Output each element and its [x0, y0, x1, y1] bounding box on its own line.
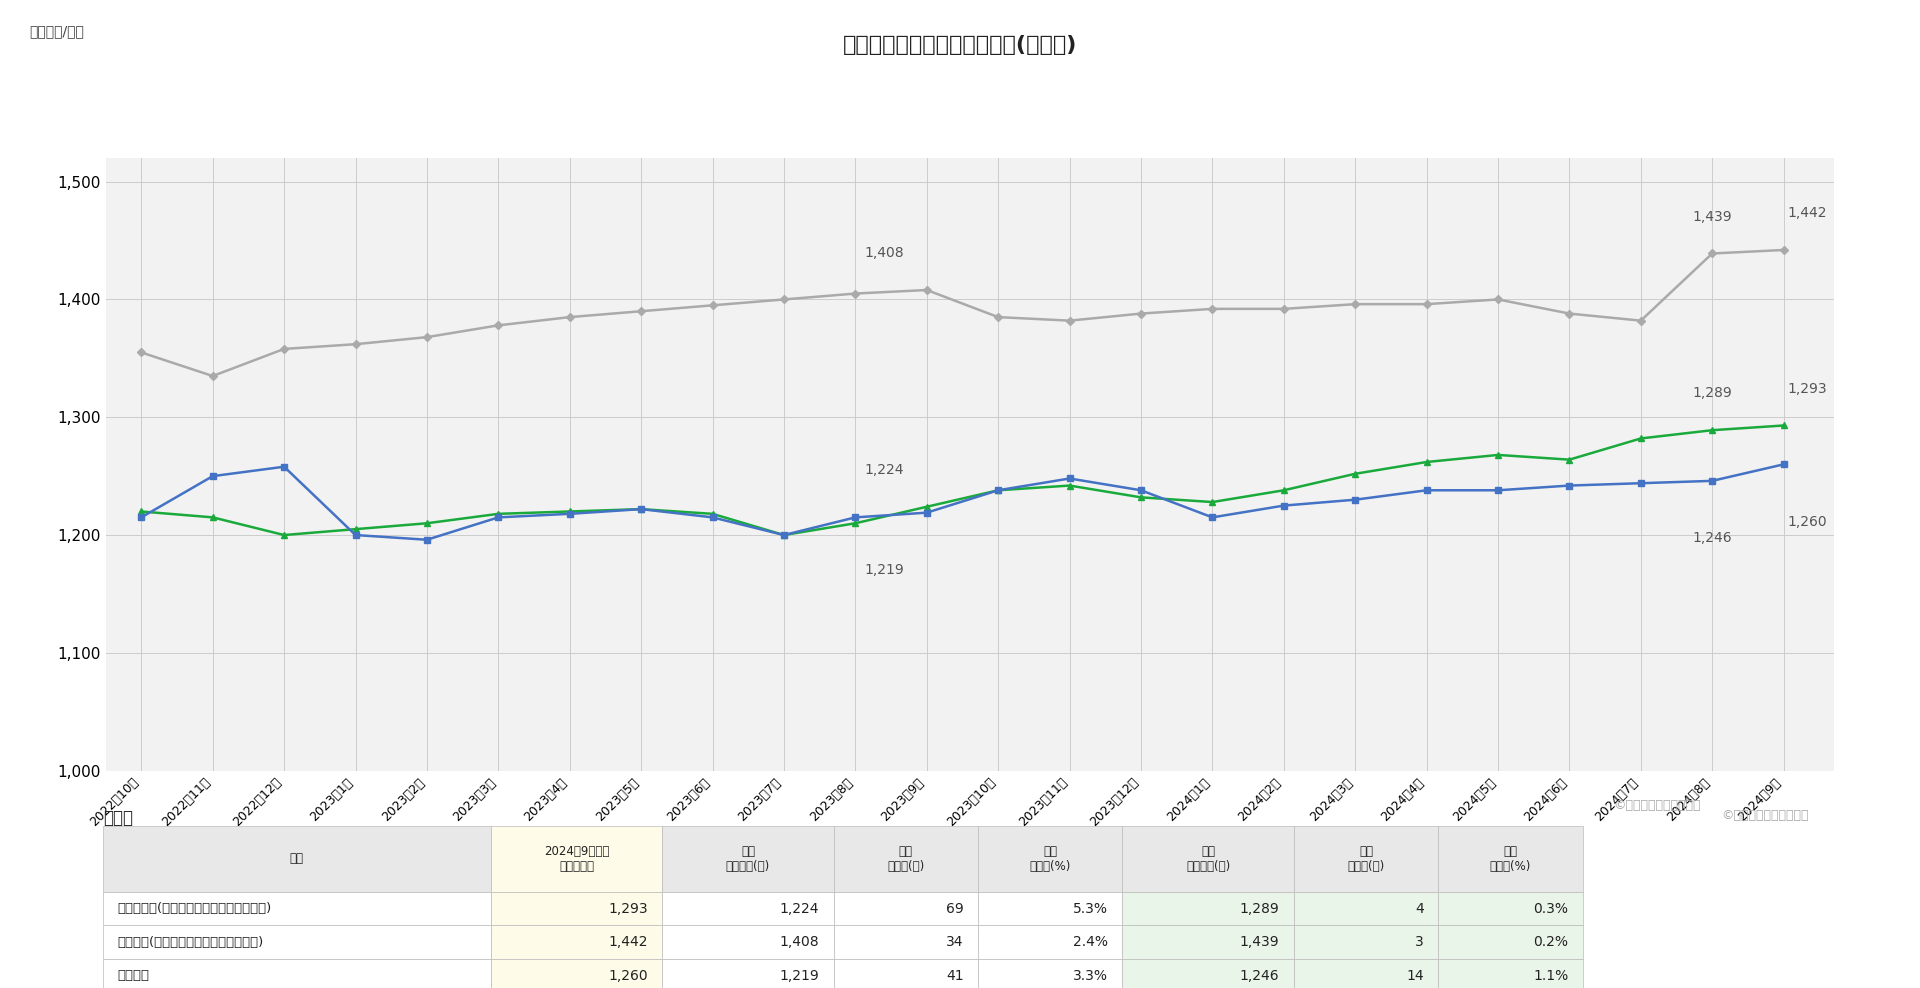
Text: 1,408: 1,408 [780, 936, 820, 949]
Bar [492, 826, 662, 891]
Bar [492, 926, 662, 959]
Bar [977, 926, 1123, 959]
Text: 34: 34 [947, 936, 964, 949]
Text: 2.4%: 2.4% [1073, 936, 1108, 949]
Text: 1,246: 1,246 [1692, 532, 1732, 545]
Text: 0.3%: 0.3% [1534, 901, 1569, 916]
Text: 物流作業: 物流作業 [117, 969, 150, 982]
Text: ドライバー(中型・大型・バス・タクシー): ドライバー(中型・大型・バス・タクシー) [117, 902, 271, 915]
Bar [977, 826, 1123, 891]
Text: 1,289: 1,289 [1692, 386, 1732, 400]
Text: 1,246: 1,246 [1240, 969, 1279, 983]
Bar [1123, 891, 1294, 926]
Text: 構内作業(フォークリフト等オペレータ): 構内作業(フォークリフト等オペレータ) [117, 936, 263, 948]
Text: 1,439: 1,439 [1240, 936, 1279, 949]
Bar [833, 926, 977, 959]
Text: 41: 41 [947, 969, 964, 983]
Bar [662, 926, 833, 959]
Text: 3: 3 [1415, 936, 1425, 949]
Bar [1294, 926, 1438, 959]
Bar [662, 959, 833, 988]
Bar [1294, 826, 1438, 891]
Bar [833, 959, 977, 988]
Bar [977, 959, 1123, 988]
Bar [1438, 891, 1582, 926]
Bar [492, 959, 662, 988]
Text: 1,439: 1,439 [1692, 209, 1732, 223]
Text: アルバイト・パート平均時給(首都圈): アルバイト・パート平均時給(首都圈) [843, 35, 1077, 54]
Text: 1,260: 1,260 [609, 969, 647, 983]
Text: 1.1%: 1.1% [1532, 969, 1569, 983]
Bar [1294, 891, 1438, 926]
Text: 首都圈: 首都圈 [104, 808, 132, 827]
Text: 単位：円/時間: 単位：円/時間 [29, 25, 84, 39]
Text: ©船井総研ロジ株式会社: ©船井総研ロジ株式会社 [1720, 808, 1809, 822]
Text: 1,293: 1,293 [609, 901, 647, 916]
Bar [1438, 926, 1582, 959]
Bar [1294, 959, 1438, 988]
Bar [1123, 826, 1294, 891]
Bar [662, 826, 833, 891]
Text: 1,219: 1,219 [780, 969, 820, 983]
Bar [104, 959, 492, 988]
Text: 1,224: 1,224 [864, 462, 904, 477]
Bar [1123, 959, 1294, 988]
Text: 1,219: 1,219 [864, 563, 904, 577]
Bar [1438, 959, 1582, 988]
Bar [104, 826, 492, 891]
Bar [1438, 826, 1582, 891]
Bar [104, 891, 492, 926]
Text: 職種: 職種 [290, 853, 303, 865]
Text: 1,408: 1,408 [864, 246, 904, 260]
Bar [662, 891, 833, 926]
Text: 1,442: 1,442 [1788, 206, 1826, 220]
Text: 前年
平均時給(円): 前年 平均時給(円) [726, 845, 770, 872]
Text: ©船井総研ロジ株式会社: ©船井総研ロジ株式会社 [1613, 798, 1701, 812]
Text: 0.2%: 0.2% [1534, 936, 1569, 949]
Bar [833, 891, 977, 926]
Text: 14: 14 [1405, 969, 1425, 983]
Bar [104, 926, 492, 959]
Bar [1123, 926, 1294, 959]
Text: 4: 4 [1415, 901, 1425, 916]
Text: 1,442: 1,442 [609, 936, 647, 949]
Text: 1,289: 1,289 [1240, 901, 1279, 916]
Text: 前月
増減額(円): 前月 増減額(円) [1348, 845, 1384, 872]
Bar [977, 891, 1123, 926]
Legend: ドライバー（中型・大型・バス・タクシー）, 構内作業・フォークリフト, 物流作業: ドライバー（中型・大型・バス・タクシー）, 構内作業・フォークリフト, 物流作業 [486, 920, 1039, 947]
Text: 3.3%: 3.3% [1073, 969, 1108, 983]
Text: 5.3%: 5.3% [1073, 901, 1108, 916]
Text: 2024年9月平均
時給（円）: 2024年9月平均 時給（円） [543, 845, 609, 872]
Text: 1,260: 1,260 [1788, 515, 1826, 529]
Text: 前月
平均時給(円): 前月 平均時給(円) [1187, 845, 1231, 872]
Text: 69: 69 [947, 901, 964, 916]
Text: 1,224: 1,224 [780, 901, 820, 916]
Text: 1,293: 1,293 [1788, 381, 1826, 395]
Text: 前年
増減率(%): 前年 増減率(%) [1029, 845, 1071, 872]
Bar [833, 826, 977, 891]
Bar [492, 891, 662, 926]
Text: 前年
増減額(円): 前年 増減額(円) [887, 845, 925, 872]
Text: 前月
増減率(%): 前月 増減率(%) [1490, 845, 1530, 872]
